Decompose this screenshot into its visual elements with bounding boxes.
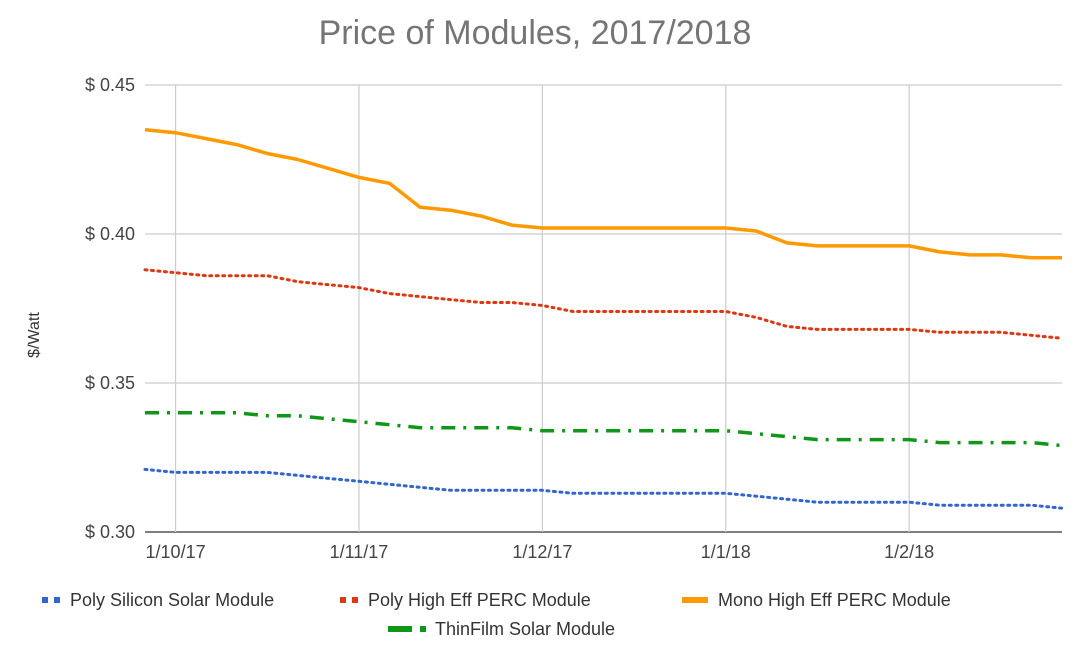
legend-swatch (682, 597, 708, 603)
legend: Poly Silicon Solar Module Poly High Eff P… (42, 590, 951, 639)
legend-swatch (388, 626, 412, 632)
y-tick-label: $ 0.30 (85, 522, 135, 542)
series-lines (143, 127, 1064, 510)
x-tick-label: 1/12/17 (512, 542, 572, 562)
x-tick-label: 1/1/18 (701, 542, 751, 562)
gridlines (145, 84, 1062, 533)
chart-title: Price of Modules, 2017/2018 (319, 14, 752, 52)
y-tick-label: $ 0.45 (85, 75, 135, 95)
legend-label: ThinFilm Solar Module (435, 619, 615, 639)
x-tick-label: 1/2/18 (884, 542, 934, 562)
x-tick-label: 1/10/17 (146, 542, 206, 562)
legend-swatch (54, 597, 60, 603)
y-axis-label: $/Watt (26, 312, 43, 358)
legend-label: Poly High Eff PERC Module (368, 590, 591, 610)
legend-item: Mono High Eff PERC Module (682, 590, 951, 610)
legend-swatch (340, 597, 346, 603)
axis-ticks: $ 0.30 $ 0.35 $ 0.40 $ 0.45 1/10/17 1/11/17 1/… (85, 75, 934, 562)
y-tick-label: $ 0.35 (85, 373, 135, 393)
legend-item: Poly Silicon Solar Module (42, 590, 274, 610)
legend-swatch (420, 626, 426, 632)
series-line-poly-silicon-solar-module (143, 467, 1064, 510)
y-tick-label: $ 0.40 (85, 224, 135, 244)
legend-swatch (42, 597, 48, 603)
legend-label: Mono High Eff PERC Module (718, 590, 951, 610)
series-line-thinfilm-solar-module (145, 411, 1063, 448)
legend-item: Poly High Eff PERC Module (340, 590, 591, 610)
x-tick-label: 1/11/17 (330, 542, 389, 562)
legend-swatch (352, 597, 358, 603)
series-line-poly-high-eff-perc-module (143, 268, 1064, 340)
legend-label: Poly Silicon Solar Module (70, 590, 274, 610)
series-line-mono-high-eff-perc-module (144, 127, 1062, 260)
legend-item: ThinFilm Solar Module (388, 619, 615, 639)
